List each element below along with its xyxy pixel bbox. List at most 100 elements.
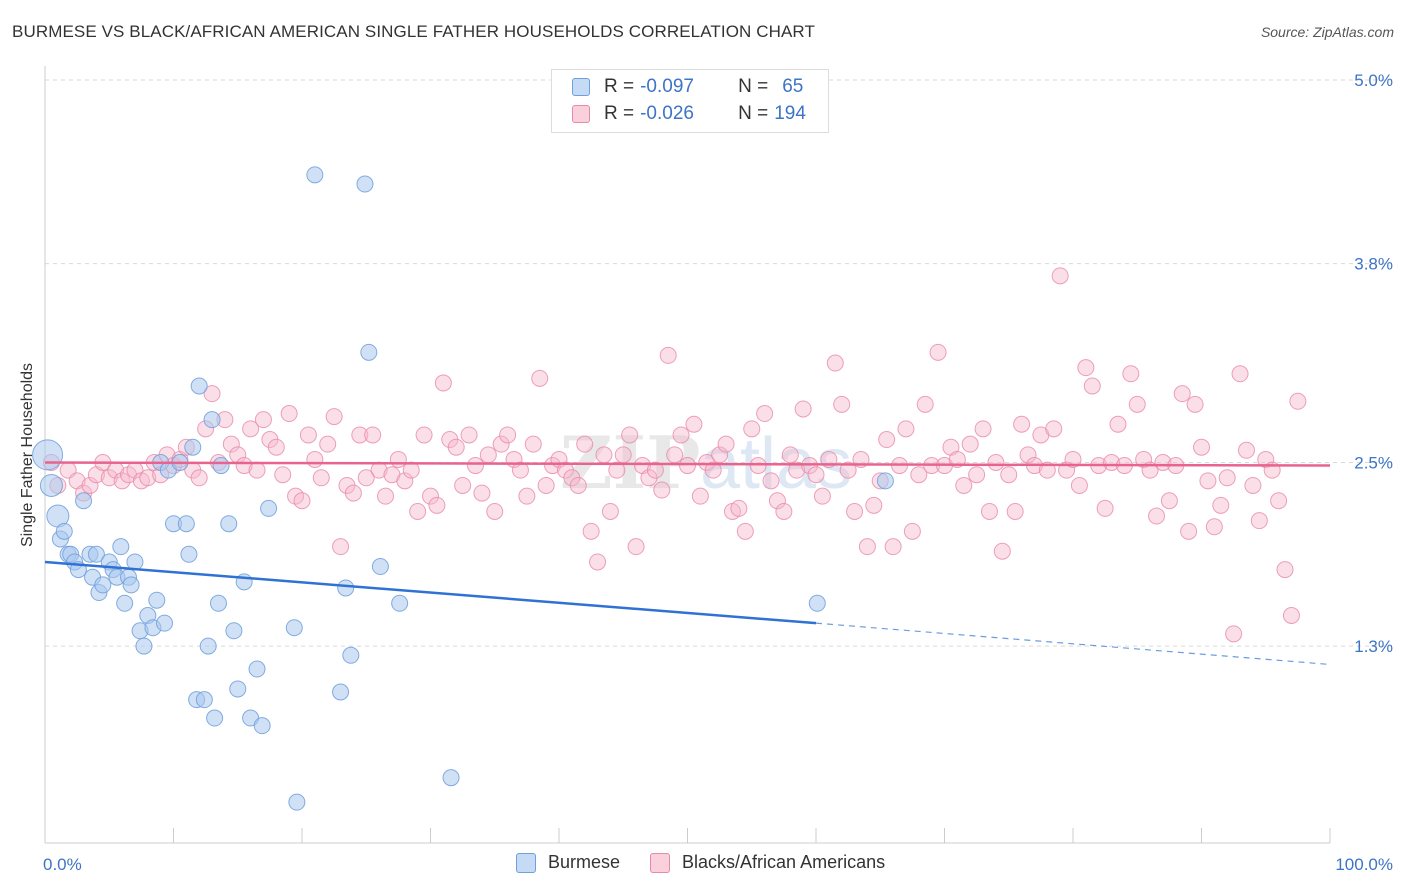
data-point <box>337 579 355 597</box>
data-point <box>717 435 735 453</box>
y-tick-label: 3.8% <box>1354 255 1393 274</box>
data-point <box>691 487 709 505</box>
data-point <box>356 175 374 193</box>
data-point <box>653 481 671 499</box>
data-point <box>672 426 690 444</box>
data-point <box>794 400 812 418</box>
data-point <box>306 450 324 468</box>
data-point <box>190 377 208 395</box>
data-point <box>595 446 613 464</box>
data-point <box>55 522 73 540</box>
legend-label: Blacks/African Americans <box>682 852 886 872</box>
tick-labels: 1.3% 2.5% 3.8% 5.0% 0.0% 100.0% <box>43 71 1393 874</box>
data-point <box>614 446 632 464</box>
data-point <box>659 346 677 364</box>
legend-label: Burmese <box>548 852 621 872</box>
data-point <box>499 426 517 444</box>
data-point <box>87 545 105 563</box>
data-point <box>666 446 684 464</box>
y-tick-label: 2.5% <box>1354 454 1393 473</box>
data-point <box>961 435 979 453</box>
data-point <box>39 473 63 497</box>
data-point <box>1109 415 1127 433</box>
data-point <box>122 576 140 594</box>
data-point <box>492 435 510 453</box>
data-point <box>1244 476 1262 494</box>
data-point <box>447 438 465 456</box>
data-point <box>1019 446 1037 464</box>
legend-item-burmese[interactable]: Burmese <box>516 852 620 873</box>
data-point <box>428 496 446 514</box>
data-point <box>364 426 382 444</box>
data-point <box>1038 461 1056 479</box>
data-point <box>1128 395 1146 413</box>
n-value: 194 <box>774 103 806 124</box>
data-point <box>974 420 992 438</box>
data-point <box>582 522 600 540</box>
data-point <box>442 769 460 787</box>
data-point <box>135 637 153 655</box>
data-point <box>1148 507 1166 525</box>
data-point <box>1231 365 1249 383</box>
data-point <box>32 439 64 471</box>
data-point <box>878 431 896 449</box>
data-point <box>415 426 433 444</box>
data-point <box>781 446 799 464</box>
data-point <box>1225 625 1243 643</box>
x-tick-label: 0.0% <box>43 855 82 874</box>
legend-item-black[interactable]: Blacks/African Americans <box>650 852 885 873</box>
data-point <box>1276 561 1294 579</box>
data-point <box>177 515 195 533</box>
data-point <box>1180 522 1198 540</box>
data-point <box>704 461 722 479</box>
n-value: 65 <box>782 76 804 97</box>
r-value: -0.026 <box>640 103 694 124</box>
data-point <box>486 502 504 520</box>
data-point <box>389 450 407 468</box>
data-point <box>1096 499 1114 517</box>
burmese-swatch <box>516 852 536 873</box>
data-point <box>254 411 272 429</box>
data-point <box>1237 441 1255 459</box>
data-point <box>391 594 409 612</box>
trend-extension <box>815 622 1331 666</box>
data-point <box>679 457 696 475</box>
data-point <box>576 435 594 453</box>
data-point <box>285 619 303 637</box>
data-point <box>229 680 247 698</box>
pink-series-points <box>42 267 1307 643</box>
data-point <box>344 484 362 502</box>
series-legend: Burmese Blacks/African Americans <box>516 852 915 873</box>
data-point <box>807 466 825 484</box>
data-point <box>248 461 266 479</box>
data-point <box>357 469 375 487</box>
data-point <box>813 487 831 505</box>
data-point <box>225 622 243 640</box>
data-point <box>473 484 491 502</box>
data-point <box>1083 377 1101 395</box>
data-point <box>1077 359 1095 377</box>
data-point <box>195 691 213 709</box>
n-label: N = <box>738 103 769 124</box>
data-point <box>743 420 761 438</box>
data-point <box>325 408 343 426</box>
data-point <box>94 576 112 594</box>
chart-source: Source: ZipAtlas.com <box>1260 24 1394 40</box>
data-point <box>203 411 221 429</box>
data-point <box>518 487 536 505</box>
black-swatch <box>572 105 590 123</box>
data-point <box>685 415 703 433</box>
data-point <box>749 457 767 475</box>
data-point <box>537 476 555 494</box>
data-point <box>209 594 227 612</box>
data-point <box>897 420 915 438</box>
data-point <box>422 487 439 505</box>
data-point <box>910 466 928 484</box>
data-point <box>312 469 330 487</box>
data-point <box>199 637 217 655</box>
data-point <box>332 538 350 556</box>
data-point <box>351 426 369 444</box>
data-point <box>466 457 484 475</box>
data-point <box>1186 395 1204 413</box>
data-point <box>371 558 389 576</box>
